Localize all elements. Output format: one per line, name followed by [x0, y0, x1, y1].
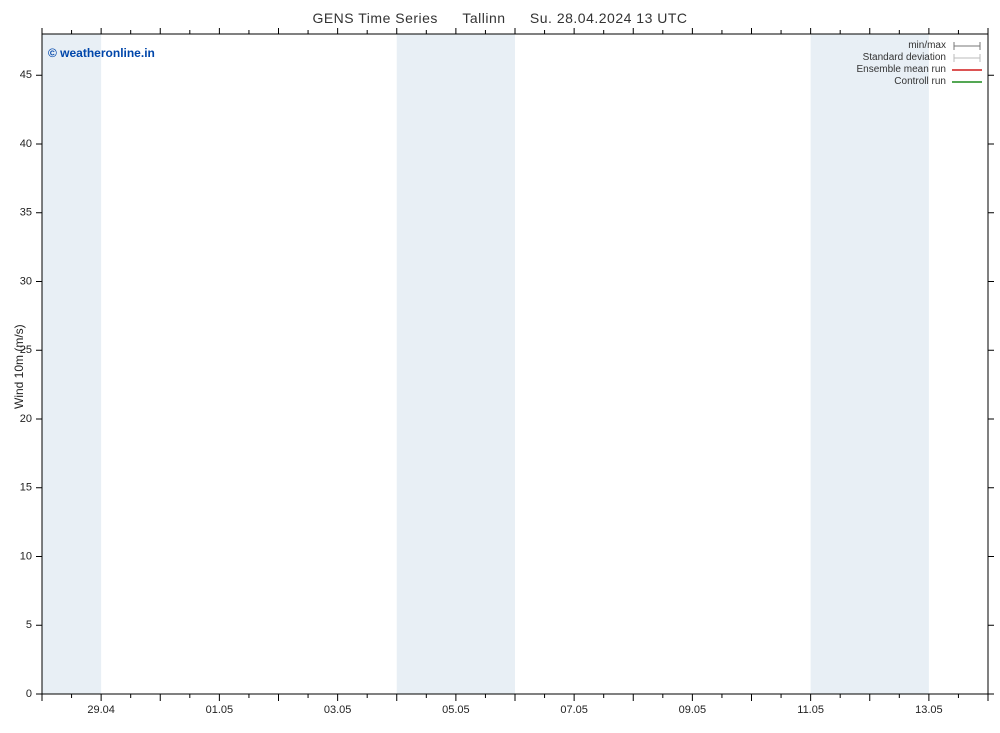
x-tick-label: 09.05 [679, 704, 707, 716]
legend-label: Standard deviation [863, 52, 950, 64]
y-tick-label: 20 [20, 413, 32, 425]
legend-label: min/max [908, 40, 950, 52]
y-tick-label: 35 [20, 207, 32, 219]
chart-band [397, 34, 515, 694]
chart-band [42, 34, 101, 694]
title-datetime: Su. 28.04.2024 13 UTC [530, 10, 688, 26]
y-tick-label: 40 [20, 138, 32, 150]
y-tick-label: 0 [26, 688, 32, 700]
y-tick-label: 10 [20, 550, 32, 562]
y-tick-label: 45 [20, 69, 32, 81]
y-axis-label: Wind 10m (m/s) [12, 324, 26, 409]
legend-item: Controll run [857, 76, 985, 88]
chart-title: GENS Time Series Tallinn Su. 28.04.2024 … [0, 10, 1000, 26]
chart-container: GENS Time Series Tallinn Su. 28.04.2024 … [0, 0, 1000, 733]
x-tick-label: 29.04 [87, 704, 115, 716]
legend-item: Standard deviation [857, 52, 985, 64]
x-tick-label: 11.05 [797, 704, 824, 716]
y-tick-label: 5 [26, 619, 32, 631]
x-tick-label: 07.05 [560, 704, 588, 716]
legend-item: min/max [857, 40, 985, 52]
legend-sample [950, 41, 984, 51]
legend-sample [950, 65, 984, 75]
title-series: GENS Time Series [312, 10, 437, 26]
chart-band [811, 34, 929, 694]
x-tick-label: 05.05 [442, 704, 470, 716]
y-tick-label: 30 [20, 275, 32, 287]
plot-area: 05101520253035404529.0401.0503.0505.0507… [42, 34, 988, 694]
legend: min/max Standard deviation Ensemble mean… [857, 40, 985, 88]
title-location: Tallinn [462, 10, 505, 26]
x-tick-label: 03.05 [324, 704, 352, 716]
y-tick-label: 15 [20, 482, 32, 494]
x-tick-label: 13.05 [915, 704, 943, 716]
legend-label: Controll run [894, 76, 950, 88]
legend-label: Ensemble mean run [857, 64, 951, 76]
legend-item: Ensemble mean run [857, 64, 985, 76]
legend-sample [950, 77, 984, 87]
x-tick-label: 01.05 [206, 704, 234, 716]
legend-sample [950, 53, 984, 63]
